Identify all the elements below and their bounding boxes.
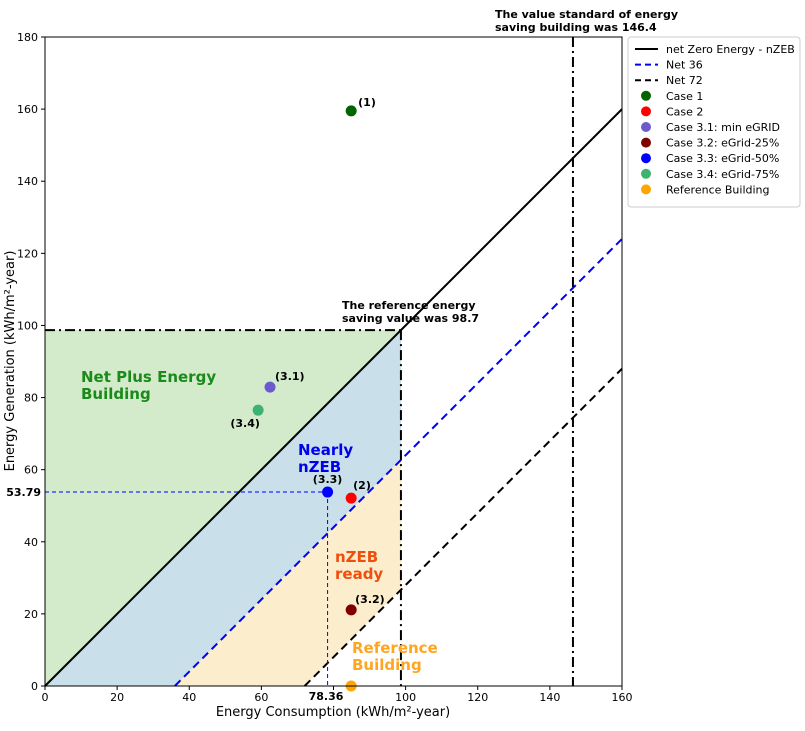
data-point-label: (1): [358, 96, 376, 109]
y-tick-label: 0: [31, 680, 38, 693]
legend-marker-swatch: [641, 153, 651, 164]
y-tick-label: 80: [24, 392, 38, 405]
reference-annotation-2: saving value was 98.7: [342, 312, 479, 325]
legend-entry: Net 72: [666, 74, 703, 87]
region-label-nearly-1: Nearly: [298, 441, 353, 459]
y-tick-label: 120: [17, 247, 38, 260]
reference-annotation-1: The reference energy: [342, 299, 476, 312]
data-point-label: (2): [353, 479, 371, 492]
y-tick-label: 60: [24, 464, 38, 477]
region-label-ready-1: nZEB: [335, 548, 378, 566]
data-point-label: (3.1): [275, 370, 305, 383]
region-nzeb-ready: [174, 459, 401, 686]
data-point-6: [252, 404, 264, 416]
line-net-zero-energy-nzeb: [44, 108, 623, 687]
legend-entry: Case 3.3: eGrid-50%: [666, 152, 779, 165]
region-label-nearly-2: nZEB: [298, 458, 341, 476]
legend-entry: Reference Building: [666, 183, 770, 196]
legend-entry: net Zero Energy - nZEB: [666, 43, 795, 56]
legend-entry: Case 2: [666, 105, 703, 118]
legend-box: [627, 36, 801, 208]
data-point-3: [264, 381, 276, 393]
data-point-label: (3.2): [355, 593, 385, 606]
legend-entry: Case 1: [666, 90, 703, 103]
x-axis-label: Energy Consumption (kWh/m²-year): [216, 705, 450, 720]
legend: net Zero Energy - nZEB Net 36 Net 72 Case 1…: [627, 36, 801, 208]
y-tick-label: 140: [17, 175, 38, 188]
x-tick-label: 40: [182, 691, 196, 704]
data-point-label: (3.4): [230, 417, 260, 430]
data-point-label: (3.3): [313, 473, 343, 486]
legend-entry: Case 3.4: eGrid-75%: [666, 168, 779, 181]
x-tick-label: 140: [539, 691, 560, 704]
y-tick-label: 160: [17, 103, 38, 116]
case33-x-label: 78.36: [309, 690, 344, 703]
standard-annotation-2: saving building was 146.4: [495, 21, 657, 34]
line-net-36: [174, 238, 623, 687]
region-label-ready-2: ready: [335, 565, 383, 583]
legend-entry: Case 3.1: min eGRID: [666, 121, 780, 134]
line-net-72: [303, 368, 623, 687]
x-tick-label: 100: [395, 691, 416, 704]
y-tick-label: 20: [24, 608, 38, 621]
legend-marker-swatch: [641, 90, 651, 101]
legend-marker-swatch: [641, 122, 651, 132]
x-tick-label: 160: [612, 691, 633, 704]
data-point-4: [345, 604, 357, 616]
region-label-plus-1: Net Plus Energy: [81, 368, 216, 386]
region-label-plus-2: Building: [81, 385, 151, 403]
legend-entry: Case 3.2: eGrid-25%: [666, 137, 779, 150]
data-point-5: [322, 486, 334, 498]
y-tick-label: 180: [17, 31, 38, 44]
legend-marker-swatch: [641, 168, 651, 179]
ref-label-2: Building: [352, 656, 422, 674]
x-tick-label: 20: [110, 691, 124, 704]
standard-annotation-1: The value standard of energy: [495, 8, 678, 21]
legend-entry: Net 36: [666, 59, 703, 72]
x-tick-label: 60: [254, 691, 268, 704]
legend-marker-swatch: [641, 137, 651, 148]
data-point-2: [345, 492, 357, 504]
legend-marker-swatch: [641, 184, 651, 195]
x-tick-label: 0: [42, 691, 49, 704]
y-tick-label: 40: [24, 536, 38, 549]
x-tick-label: 120: [467, 691, 488, 704]
case33-y-label: 53.79: [6, 486, 41, 499]
data-point-1: [345, 105, 357, 117]
y-axis-label: Energy Generation (kWh/m²-year): [3, 251, 18, 472]
legend-marker-swatch: [641, 106, 651, 117]
y-tick-label: 100: [17, 319, 38, 332]
ref-label-1: Reference: [352, 639, 438, 657]
